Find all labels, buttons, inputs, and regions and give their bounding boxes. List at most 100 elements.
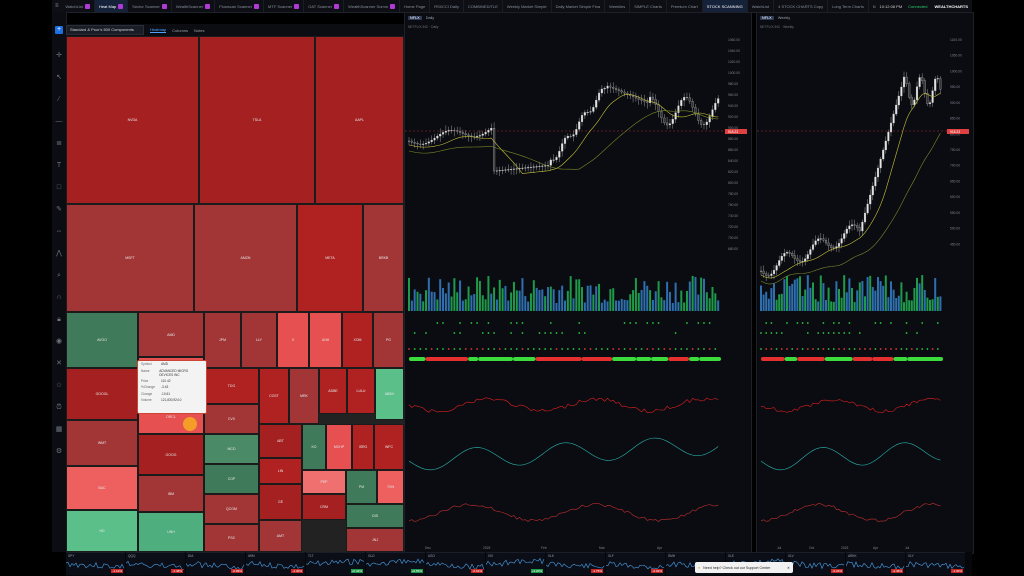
heatmap-cell-lin[interactable]: LIN bbox=[259, 458, 302, 484]
tab-19[interactable]: Long Term Charts bbox=[828, 0, 869, 12]
zoom-icon[interactable]: ⌕ bbox=[57, 272, 61, 279]
heatmap-cell-mchp[interactable]: MCHP bbox=[326, 424, 352, 470]
close-icon[interactable]: ✕ bbox=[786, 565, 790, 570]
tab-16[interactable]: STOCK SCANNING bbox=[702, 0, 748, 12]
magnet-icon[interactable]: ∩ bbox=[56, 294, 62, 301]
heatmap-cell-dis[interactable]: DIS bbox=[346, 504, 404, 528]
lock-icon[interactable]: 🔒︎ bbox=[57, 316, 61, 323]
heatmap-cell-avgo[interactable]: AVGO bbox=[66, 312, 138, 368]
tab-15[interactable]: Premium Chart bbox=[667, 0, 703, 12]
tab-3[interactable]: WealthScanner bbox=[172, 0, 216, 12]
heatmap-cell-bac[interactable]: BAC bbox=[66, 466, 138, 510]
heatmap-cell-tsla[interactable]: TSLA bbox=[199, 36, 315, 204]
heatmap-cell-jpm[interactable]: JPM bbox=[204, 312, 241, 368]
mini-chart-dia[interactable]: DIA -0.89% bbox=[186, 552, 245, 575]
heatmap-cell-googl[interactable]: GOOGL bbox=[66, 368, 138, 420]
tab-heatmap[interactable]: Heatmap bbox=[150, 27, 167, 33]
tab-8[interactable]: Home Page bbox=[400, 0, 431, 12]
alert-icon[interactable]: ⏰︎ bbox=[56, 404, 62, 411]
tab-2[interactable]: Sector Scanner bbox=[128, 0, 172, 12]
heatmap-cell-pep[interactable]: PEP bbox=[302, 470, 346, 494]
mini-chart-xlf[interactable]: XLF -0.92% bbox=[606, 552, 665, 575]
heatmap-cell-cvx[interactable]: CVX bbox=[204, 404, 259, 434]
tab-columns[interactable]: Columns bbox=[172, 27, 189, 33]
heatmap-cell-lulu[interactable]: LULU bbox=[347, 368, 375, 414]
heatmap-cell-unh[interactable]: UNH bbox=[309, 312, 342, 368]
heatmap-cell-mcd[interactable]: MCD bbox=[204, 434, 259, 464]
heatmap-cell-ge[interactable]: GE bbox=[259, 484, 302, 520]
help-toast[interactable]: ● Need help? Check out our Support Cente… bbox=[695, 562, 793, 573]
measure-icon[interactable]: ⇔ bbox=[55, 228, 63, 235]
heatmap-cell-qcom[interactable]: QCOM bbox=[204, 494, 259, 524]
cursor-icon[interactable]: ↖ bbox=[56, 74, 62, 81]
pattern-icon[interactable]: ⋀ bbox=[56, 250, 62, 257]
heatmap-cell-xom[interactable]: XOM bbox=[342, 312, 373, 368]
fib-icon[interactable]: ≣ bbox=[56, 140, 62, 147]
chart-interval[interactable]: Weekly bbox=[777, 16, 791, 20]
tab-11[interactable]: Weekly Market Simple bbox=[503, 0, 552, 12]
tab-10[interactable]: COMBINED/TLE bbox=[464, 0, 503, 12]
mini-chart-xlk[interactable]: XLK -1.75% bbox=[546, 552, 605, 575]
heatmap-cell-aapl[interactable]: AAPL bbox=[315, 36, 404, 204]
mini-chart-xlv[interactable]: XLV -0.22% bbox=[786, 552, 845, 575]
heatmap-cell-brkb[interactable]: BRKB bbox=[363, 204, 404, 312]
heatmap-cell-ko[interactable]: KO bbox=[302, 424, 326, 470]
heatmap-cell-txn[interactable]: TXN bbox=[377, 470, 404, 504]
heatmap-cell-goog[interactable]: GOOG bbox=[138, 434, 204, 475]
heatmap-cell-amd[interactable]: AMD bbox=[138, 312, 204, 357]
mini-chart-vix[interactable]: VIX +4.20% bbox=[486, 552, 545, 575]
heatmap-cell-lly[interactable]: LLY bbox=[241, 312, 277, 368]
mini-chart-xly[interactable]: XLY -1.30% bbox=[906, 552, 965, 575]
chart-interval[interactable]: Daily bbox=[425, 16, 435, 20]
heatmap-cell-tdg[interactable]: TDG bbox=[204, 368, 259, 404]
heatmap-cell-isrg[interactable]: ISRG bbox=[352, 424, 374, 470]
weekly-price-chart[interactable]: 1100.00 1050.00 1000.00 950.00 900.00 850.00 8… bbox=[757, 31, 973, 553]
tab-12[interactable]: Daily Market Simple Fina bbox=[552, 0, 606, 12]
heatmap-cell-psx[interactable]: PSX bbox=[204, 524, 259, 552]
layout-icon[interactable]: ▦ bbox=[55, 426, 63, 433]
heatmap-cell-crm[interactable]: CRM bbox=[302, 494, 346, 520]
tab-1[interactable]: Heat Map bbox=[94, 0, 129, 12]
heatmap-cell-cop[interactable]: COP bbox=[204, 464, 259, 494]
chart-symbol[interactable]: NFLX bbox=[408, 16, 422, 20]
tab-6[interactable]: OAT Scanner bbox=[304, 0, 345, 12]
tab-5[interactable]: MTF Scanner bbox=[264, 0, 305, 12]
star-icon[interactable]: ☆ bbox=[55, 382, 63, 389]
tab-18[interactable]: 4 STOCK CHARTS Copy bbox=[774, 0, 829, 12]
heatmap-cell-meta[interactable]: META bbox=[297, 204, 363, 312]
heatmap-cell-jnj[interactable]: JNJ bbox=[346, 528, 404, 552]
add-icon[interactable]: + bbox=[55, 26, 63, 34]
heatmap-cell-msft[interactable]: MSFT bbox=[66, 204, 194, 312]
heatmap-cell-pm[interactable]: PM bbox=[346, 470, 377, 504]
mini-chart-gld[interactable]: GLD +0.55% bbox=[366, 552, 425, 575]
heatmap-cell-amt[interactable]: AMT bbox=[259, 520, 302, 552]
eye-icon[interactable]: ◉ bbox=[55, 338, 63, 345]
mini-chart-qqq[interactable]: QQQ -1.48% bbox=[126, 552, 185, 575]
tab-0[interactable]: WatchList bbox=[62, 0, 95, 12]
tab-notes[interactable]: Notes bbox=[194, 27, 205, 33]
index-select[interactable]: Standard & Poor's 500 Components bbox=[66, 25, 144, 35]
tab-20[interactable]: Key Market Stats bbox=[869, 0, 877, 12]
heatmap-cell-adbe[interactable]: ADBE bbox=[319, 368, 347, 414]
tab-14[interactable]: SIMPLE Charts bbox=[630, 0, 667, 12]
heatmap-cell-ibm[interactable]: IBM bbox=[138, 475, 204, 512]
tab-13[interactable]: Weeklies bbox=[605, 0, 631, 12]
heatmap-cell-mrk[interactable]: MRK bbox=[289, 368, 319, 424]
heatmap-cell-wfc[interactable]: WFC bbox=[374, 424, 404, 470]
heatmap-cell-v[interactable]: V bbox=[277, 312, 309, 368]
mini-chart-tlt[interactable]: TLT +0.42% bbox=[306, 552, 365, 575]
mini-chart-iwm[interactable]: IWM -1.30% bbox=[246, 552, 305, 575]
heatmap-cell-amzn[interactable]: AMZN bbox=[194, 204, 297, 312]
trash-icon[interactable]: ✕ bbox=[56, 360, 62, 367]
heatmap-cell-abt[interactable]: ABT bbox=[259, 424, 302, 458]
tab-7[interactable]: WealthScanner Summ bbox=[344, 0, 401, 12]
shape-icon[interactable]: □ bbox=[56, 184, 62, 191]
heatmap-cell-cost[interactable]: COST bbox=[259, 368, 289, 424]
tab-17[interactable]: WatchList bbox=[748, 0, 775, 12]
heatmap-cell-nvda[interactable]: NVDA bbox=[66, 36, 199, 204]
mini-chart-arkk[interactable]: ARKK -2.45% bbox=[846, 552, 905, 575]
daily-price-chart[interactable]: 1060.00 1040.00 1020.00 1000.00 980.00 960.00… bbox=[405, 31, 751, 553]
crosshair-icon[interactable]: ✛ bbox=[56, 52, 62, 59]
heatmap-cell-wmt[interactable]: WMT bbox=[66, 420, 138, 466]
chart-symbol[interactable]: NFLX bbox=[760, 16, 774, 20]
